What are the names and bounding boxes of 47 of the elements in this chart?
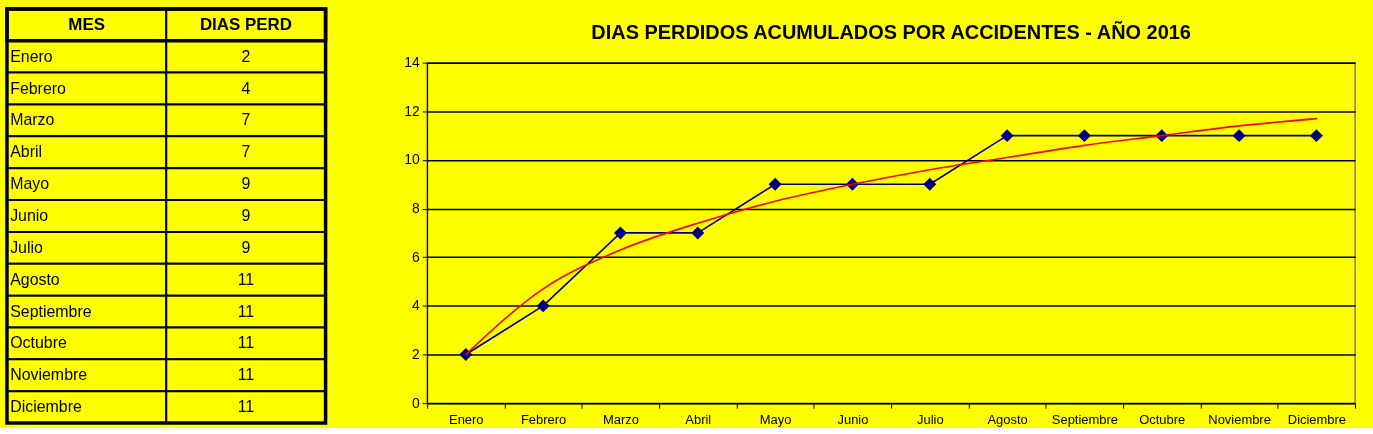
category-label: Mayo xyxy=(10,175,50,193)
data-label: 2 xyxy=(241,47,251,65)
chart-title: DIAS PERDIDOS ACUMULADOS POR ACCIDENTES - AÑO 2016 xyxy=(591,20,1191,43)
y-tick-label: 12 xyxy=(404,102,420,119)
x-tick-label: Diciembre xyxy=(1287,411,1347,427)
category-label: Junio xyxy=(10,206,49,224)
x-tick-label: Enero xyxy=(449,411,484,427)
category-label: Octubre xyxy=(10,334,67,352)
x-tick-label: Mayo xyxy=(759,411,792,427)
y-tick-label: 8 xyxy=(411,200,420,217)
data-label: 4 xyxy=(241,79,251,97)
data-label: 11 xyxy=(237,270,255,288)
category-label: Marzo xyxy=(10,111,55,129)
x-tick-label: Julio xyxy=(916,411,944,427)
category-label: Septiembre xyxy=(10,302,92,320)
data-label: 7 xyxy=(241,143,251,161)
data-label: 11 xyxy=(237,398,255,416)
category-label: Agosto xyxy=(10,270,60,288)
y-tick-label: 0 xyxy=(411,394,420,411)
data-label: 7 xyxy=(241,111,251,129)
category-label: Diciembre xyxy=(10,398,82,416)
category-label: Enero xyxy=(10,47,53,65)
data-label: 11 xyxy=(237,334,255,352)
y-tick-label: 4 xyxy=(411,297,420,314)
text: DIAS PERD xyxy=(199,14,292,34)
category-label: Noviembre xyxy=(10,366,88,384)
x-tick-label: Marzo xyxy=(602,411,639,427)
data-label: 11 xyxy=(237,366,255,384)
data-label: 9 xyxy=(241,238,251,256)
x-tick-label: Febrero xyxy=(520,411,567,427)
x-tick-label: Septiembre xyxy=(1051,411,1119,427)
category-label: Febrero xyxy=(10,79,67,97)
x-tick-label: Noviembre xyxy=(1208,411,1271,427)
data-label: 11 xyxy=(237,302,255,320)
category-label: Julio xyxy=(10,238,44,256)
y-tick-label: 14 xyxy=(404,54,420,71)
x-tick-label: Junio xyxy=(837,411,869,427)
category-label: Abril xyxy=(10,143,43,161)
data-label: 9 xyxy=(241,206,251,224)
y-tick-label: 10 xyxy=(404,151,420,168)
data-label: 9 xyxy=(241,175,251,193)
y-tick-label: 6 xyxy=(411,248,420,265)
x-tick-label: Abril xyxy=(685,411,712,427)
y-tick-label: 2 xyxy=(411,346,420,363)
x-tick-label: Agosto xyxy=(987,411,1028,427)
text: MES xyxy=(68,14,105,34)
x-tick-label: Octubre xyxy=(1139,411,1186,427)
